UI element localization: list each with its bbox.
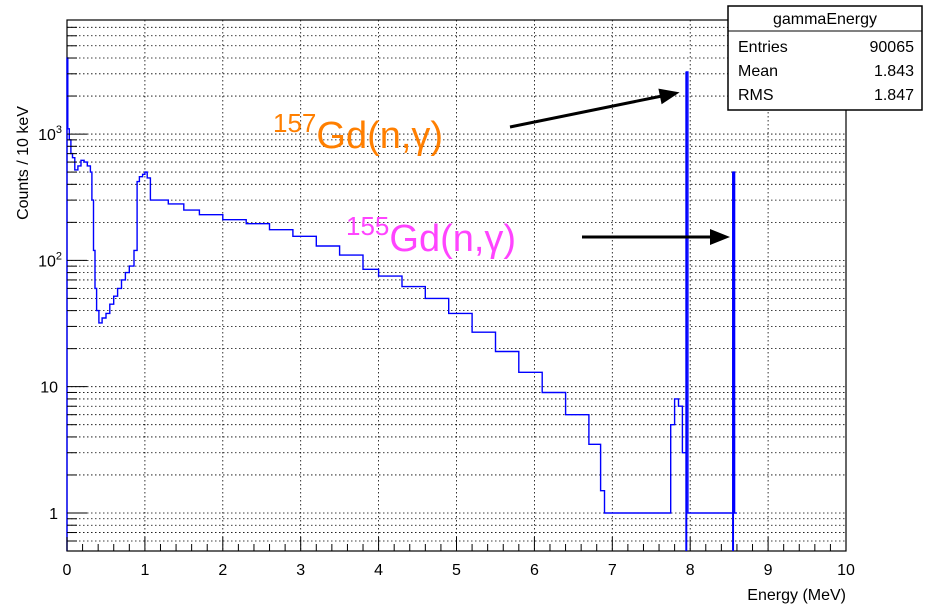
annotation-gd157-arrow-line [509, 94, 663, 129]
x-tick-label: 0 [63, 562, 72, 579]
x-tick-label: 9 [764, 562, 773, 579]
y-tick-label: 103 [38, 124, 62, 144]
x-tick-label: 1 [140, 562, 149, 579]
y-tick-label: 102 [38, 250, 62, 270]
stats-label-mean: Mean [738, 63, 778, 80]
grid [67, 20, 846, 551]
annotation-gd157: 157Gd(n,γ) [273, 88, 680, 157]
annotation-gd157-arrowhead [658, 88, 680, 105]
x-tick-label: 4 [374, 562, 383, 579]
annotation-gd155: 155Gd(n,γ) [346, 211, 730, 260]
stats-box: gammaEnergy Entries 90065 Mean 1.843 RMS… [727, 5, 923, 111]
y-tick-label-base: 10 [38, 253, 56, 270]
stats-value-entries: 90065 [870, 39, 915, 56]
histogram-line [66, 57, 737, 551]
stats-box-frame [727, 5, 923, 111]
x-tick-label: 2 [218, 562, 227, 579]
stats-label-rms: RMS [738, 87, 774, 104]
stats-value-mean: 1.843 [874, 63, 914, 80]
annotation-gd157-label: 157Gd(n,γ) [273, 108, 443, 157]
y-tick-label-exponent: 2 [56, 250, 62, 262]
y-tick-label: 10 [40, 380, 58, 397]
y-axis-title: Counts / 10 keV [15, 106, 32, 220]
x-tick-label: 10 [837, 562, 855, 579]
x-tick-label: 7 [608, 562, 617, 579]
annotation-gd157-sup: 157 [273, 108, 316, 138]
y-tick-label-exponent: 3 [56, 124, 62, 136]
series [66, 57, 737, 551]
stats-value-rms: 1.847 [874, 87, 914, 104]
x-tick-label: 5 [452, 562, 461, 579]
x-axis-title: Energy (MeV) [747, 587, 846, 604]
x-tick-label: 6 [530, 562, 539, 579]
y-tick-label: 1 [49, 506, 58, 523]
y-tick-label-base: 10 [38, 127, 56, 144]
annotation-gd155-text: Gd(n,γ) [389, 218, 516, 260]
stats-box-title: gammaEnergy [773, 11, 877, 28]
x-tick-label: 8 [686, 562, 695, 579]
annotation-gd155-label: 155Gd(n,γ) [346, 211, 516, 260]
annotation-gd155-arrowhead [710, 229, 730, 245]
x-tick-label: 3 [296, 562, 305, 579]
stats-label-entries: Entries [738, 39, 788, 56]
annotation-gd157-text: Gd(n,γ) [316, 115, 443, 157]
annotation-gd155-sup: 155 [346, 211, 389, 241]
